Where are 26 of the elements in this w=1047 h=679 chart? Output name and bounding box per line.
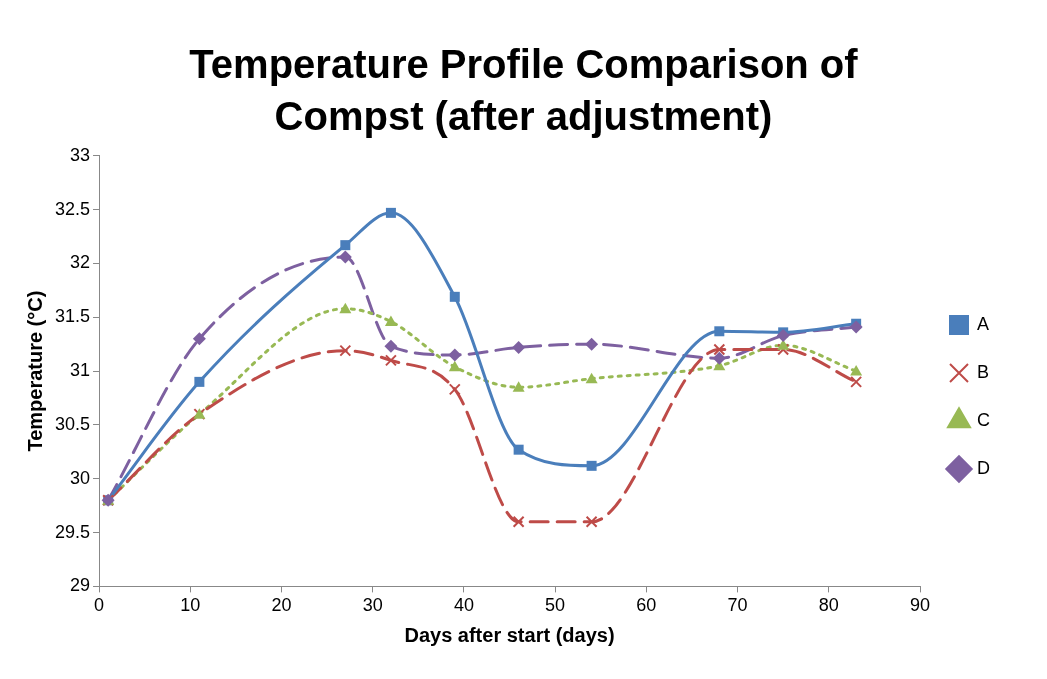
x-tick-label: 60 [636,595,657,616]
x-tick-label: 70 [727,595,748,616]
x-tick-label: 80 [818,595,839,616]
y-tick-label: 30.5 [54,413,91,434]
y-tick-label: 33 [70,144,91,165]
legend-label: A [977,313,990,334]
y-tick-label: 32 [70,252,91,273]
y-tick-label: 30 [70,467,91,488]
y-axis-title: Temperature (°C) [23,290,46,452]
x-axis-title: Days after start (days) [404,623,615,646]
x-tick-label: 30 [362,595,383,616]
x-tick-label: 20 [271,595,292,616]
x-tick-label: 10 [180,595,201,616]
chart-title: Temperature Profile Comparison of Compst (after adjustment) [188,41,859,140]
x-tick-label: 90 [909,595,931,616]
legend-label: C [977,409,990,430]
x-tick-label: 0 [94,595,105,616]
legend-label: D [977,457,990,478]
x-tick-label: 50 [545,595,566,616]
y-tick-label: 31.5 [54,306,91,327]
y-tick-label: 32.5 [54,198,91,219]
y-tick-label: 29.5 [54,521,91,542]
legend-label: B [977,361,990,382]
x-tick-label: 40 [453,595,474,616]
y-tick-label: 29 [70,575,91,596]
y-tick-label: 31 [70,360,91,381]
